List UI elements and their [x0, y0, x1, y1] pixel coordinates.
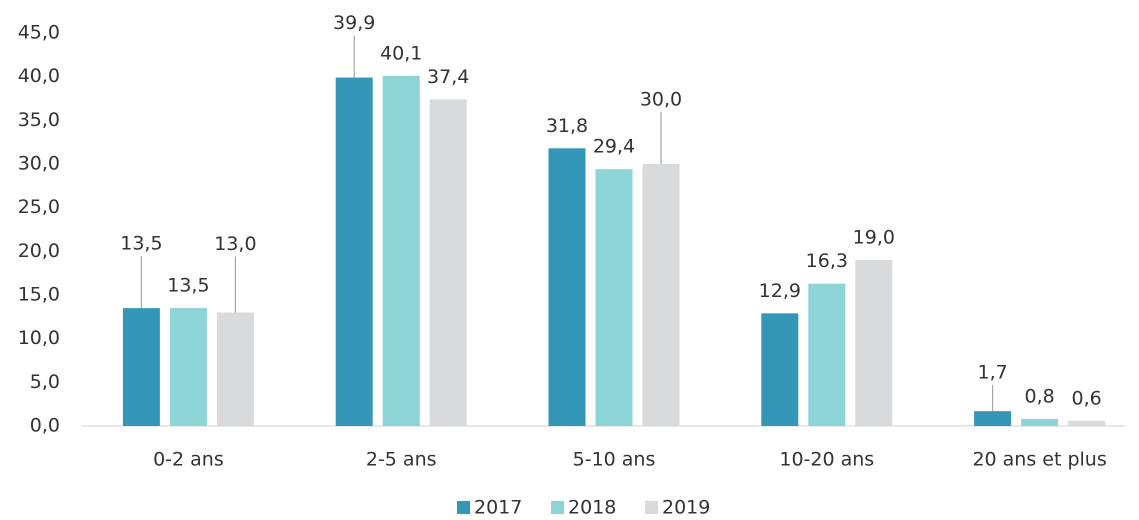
- data-label: 39,9: [333, 12, 375, 34]
- bar: [548, 148, 586, 426]
- bar: [429, 99, 467, 426]
- y-tick-label: 30,0: [18, 153, 60, 175]
- bar: [974, 411, 1012, 426]
- bar: [761, 313, 799, 426]
- legend-swatch: [551, 501, 564, 514]
- bar: [335, 77, 373, 426]
- data-label: 31,8: [546, 115, 588, 137]
- bar: [1021, 419, 1059, 426]
- x-tick-label: 10-20 ans: [779, 449, 874, 471]
- bar: [122, 308, 160, 426]
- legend-label: 2017: [474, 497, 522, 519]
- y-tick-label: 25,0: [18, 196, 60, 218]
- bar: [382, 75, 420, 426]
- y-tick-label: 0,0: [30, 415, 60, 437]
- bar: [595, 169, 633, 427]
- x-tick-label: 2-5 ans: [366, 449, 437, 471]
- bar: [855, 260, 893, 426]
- legend-swatch: [645, 501, 658, 514]
- data-label: 13,5: [167, 275, 209, 297]
- bar: [169, 308, 207, 426]
- legend-label: 2019: [662, 497, 710, 519]
- bar: [1068, 420, 1106, 426]
- y-tick-label: 45,0: [18, 22, 60, 44]
- y-tick-label: 40,0: [18, 65, 60, 87]
- legend-label: 2018: [568, 497, 616, 519]
- data-label: 29,4: [593, 136, 635, 158]
- bar: [216, 312, 254, 426]
- y-tick-label: 35,0: [18, 109, 60, 131]
- data-label: 13,5: [120, 233, 162, 255]
- bar: [642, 164, 680, 426]
- legend-swatch: [457, 501, 470, 514]
- data-label: 16,3: [806, 250, 848, 272]
- x-tick-label: 0-2 ans: [153, 449, 224, 471]
- data-label: 0,8: [1024, 386, 1054, 408]
- y-tick-label: 5,0: [30, 371, 60, 393]
- data-label: 1,7: [977, 362, 1007, 384]
- data-label: 19,0: [853, 227, 895, 249]
- x-tick-label: 5-10 ans: [573, 449, 656, 471]
- data-label: 12,9: [759, 280, 801, 302]
- data-label: 40,1: [380, 42, 422, 64]
- data-label: 0,6: [1071, 387, 1101, 409]
- data-label: 13,0: [214, 233, 256, 255]
- y-tick-label: 20,0: [18, 240, 60, 262]
- x-tick-label: 20 ans et plus: [972, 449, 1106, 471]
- y-tick-label: 10,0: [18, 327, 60, 349]
- data-label: 37,4: [427, 66, 469, 88]
- bar: [808, 283, 846, 426]
- data-label: 30,0: [640, 89, 682, 111]
- y-tick-label: 15,0: [18, 284, 60, 306]
